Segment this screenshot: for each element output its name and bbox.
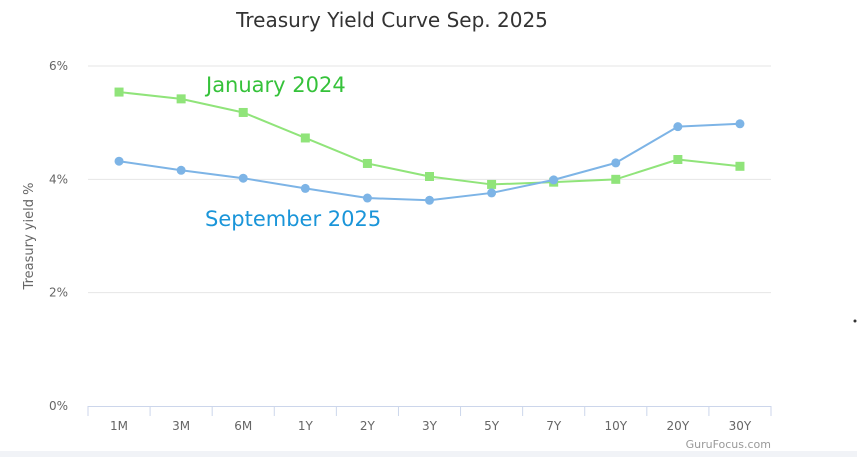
x-tick-label-1Y: 1Y bbox=[298, 419, 314, 433]
point-january-2024-2Y[interactable] bbox=[362, 158, 372, 168]
annotation-september-2025: September 2025 bbox=[205, 207, 381, 231]
point-january-2024-20Y[interactable] bbox=[673, 155, 683, 164]
y-tick-label: 4% bbox=[49, 172, 68, 186]
grid-layer: 0% 2% 4% 6% bbox=[49, 59, 771, 413]
x-tick-label-6M: 6M bbox=[234, 419, 252, 433]
bottom-strip bbox=[0, 451, 857, 457]
point-september-2025-3M[interactable] bbox=[176, 165, 186, 175]
point-september-2025-1Y[interactable] bbox=[300, 183, 310, 193]
point-september-2025-20Y[interactable] bbox=[673, 122, 683, 132]
point-september-2025-6M[interactable] bbox=[238, 173, 248, 183]
point-september-2025-10Y[interactable] bbox=[611, 158, 621, 168]
point-january-2024-3M[interactable] bbox=[176, 94, 186, 104]
point-september-2025-1M[interactable] bbox=[114, 156, 124, 166]
x-tick-label-2Y: 2Y bbox=[360, 419, 376, 433]
x-tick-label-3M: 3M bbox=[172, 419, 190, 433]
point-january-2024-1M[interactable] bbox=[114, 87, 124, 97]
series-layer bbox=[114, 87, 745, 205]
point-january-2024-5Y[interactable] bbox=[487, 179, 497, 189]
point-september-2025-3Y[interactable] bbox=[425, 195, 434, 205]
y-tick-label: 6% bbox=[49, 59, 68, 73]
point-september-2025-7Y[interactable] bbox=[549, 175, 559, 185]
y-axis-label: Treasury yield % bbox=[22, 183, 37, 291]
point-january-2024-10Y[interactable] bbox=[611, 174, 621, 184]
series-line-september-2025 bbox=[118, 122, 741, 202]
point-january-2024-1Y[interactable] bbox=[300, 133, 310, 143]
point-january-2024-6M[interactable] bbox=[238, 107, 248, 117]
x-tick-label-10Y: 10Y bbox=[604, 419, 627, 433]
y-tick-label: 2% bbox=[49, 286, 68, 300]
edge-dot bbox=[853, 319, 857, 323]
x-tick-label-20Y: 20Y bbox=[667, 419, 690, 433]
point-september-2025-2Y[interactable] bbox=[362, 193, 372, 203]
point-september-2025-5Y[interactable] bbox=[487, 188, 497, 198]
x-tick-label-5Y: 5Y bbox=[484, 419, 500, 433]
x-axis: 1M 3M 6M 1Y 2Y 3Y 5Y 7Y 10Y 20Y 30Y bbox=[87, 406, 772, 433]
point-january-2024-30Y[interactable] bbox=[735, 161, 745, 171]
series-line-january-2024 bbox=[118, 91, 741, 186]
x-tick-label-3Y: 3Y bbox=[422, 419, 438, 433]
x-tick-label-7Y: 7Y bbox=[546, 419, 562, 433]
annotation-january-2024: January 2024 bbox=[204, 73, 346, 97]
point-september-2025-30Y[interactable] bbox=[735, 119, 745, 129]
credit-label: GuruFocus.com bbox=[686, 438, 771, 451]
chart-title: Treasury Yield Curve Sep. 2025 bbox=[235, 8, 548, 32]
x-tick-label-30Y: 30Y bbox=[729, 419, 752, 433]
y-tick-label: 0% bbox=[49, 399, 68, 413]
x-tick-label-1M: 1M bbox=[110, 419, 128, 433]
point-january-2024-3Y[interactable] bbox=[425, 172, 434, 181]
